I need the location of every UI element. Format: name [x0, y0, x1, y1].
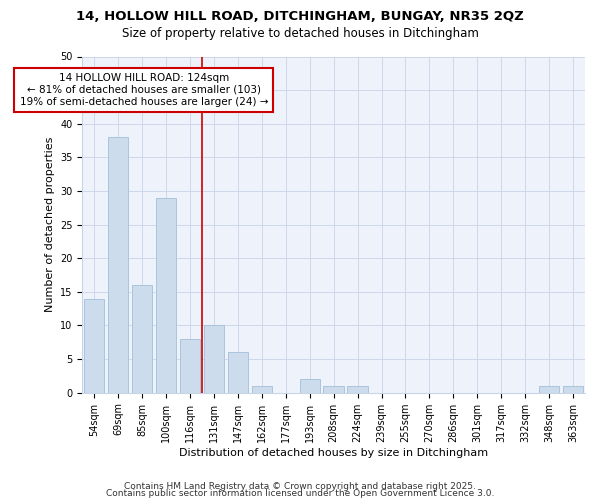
Y-axis label: Number of detached properties: Number of detached properties [44, 137, 55, 312]
Bar [539, 386, 559, 392]
Bar [180, 339, 200, 392]
Bar [347, 386, 368, 392]
Text: Contains HM Land Registry data © Crown copyright and database right 2025.: Contains HM Land Registry data © Crown c… [124, 482, 476, 491]
Bar [156, 198, 176, 392]
Text: 14 HOLLOW HILL ROAD: 124sqm
← 81% of detached houses are smaller (103)
19% of se: 14 HOLLOW HILL ROAD: 124sqm ← 81% of det… [20, 74, 268, 106]
Bar [132, 285, 152, 393]
Text: 14, HOLLOW HILL ROAD, DITCHINGHAM, BUNGAY, NR35 2QZ: 14, HOLLOW HILL ROAD, DITCHINGHAM, BUNGA… [76, 10, 524, 23]
Bar [251, 386, 272, 392]
Text: Contains public sector information licensed under the Open Government Licence 3.: Contains public sector information licen… [106, 490, 494, 498]
Bar [563, 386, 583, 392]
Bar [204, 326, 224, 392]
Bar [108, 137, 128, 392]
Bar [299, 380, 320, 392]
Text: Size of property relative to detached houses in Ditchingham: Size of property relative to detached ho… [122, 28, 478, 40]
Bar [228, 352, 248, 393]
Bar [84, 298, 104, 392]
Bar [323, 386, 344, 392]
X-axis label: Distribution of detached houses by size in Ditchingham: Distribution of detached houses by size … [179, 448, 488, 458]
